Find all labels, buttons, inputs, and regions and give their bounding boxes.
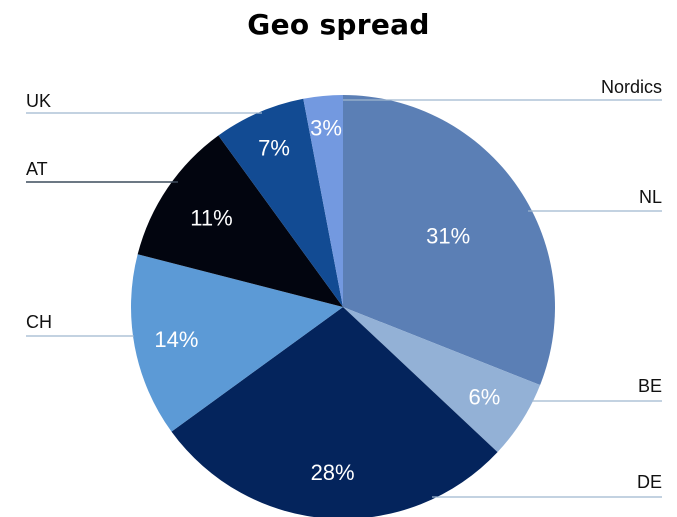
category-label-uk: UK <box>26 91 51 111</box>
percent-labels: 31% 6% 28% 14% 11% 7% 3% <box>154 116 500 485</box>
percent-label-uk: 7% <box>258 136 290 161</box>
percent-label-at: 11% <box>190 206 232 231</box>
percent-label-ch: 14% <box>154 327 198 352</box>
pie-slice-at <box>137 135 343 307</box>
pie-slice-be <box>343 307 541 453</box>
chart-title: Geo spread <box>247 8 430 41</box>
pie-slice-ch <box>131 254 343 432</box>
percent-label-de: 28% <box>311 460 355 485</box>
percent-label-be: 6% <box>469 385 501 410</box>
pie-slices <box>131 95 555 517</box>
category-label-nl: NL <box>639 187 662 207</box>
category-label-at: AT <box>26 159 48 179</box>
category-label-be: BE <box>638 376 662 396</box>
category-labels: NL BE DE CH AT UK Nordics <box>26 77 662 492</box>
pie-slice-de <box>171 307 498 517</box>
pie-slice-nl <box>343 95 555 386</box>
pie-slice-uk <box>218 98 343 307</box>
leader-lines <box>26 99 662 498</box>
pie-slice-nordics <box>303 95 343 307</box>
category-label-nordics: Nordics <box>601 77 662 97</box>
category-label-de: DE <box>637 472 662 492</box>
category-label-ch: CH <box>26 312 52 332</box>
percent-label-nl: 31% <box>426 224 470 249</box>
percent-label-nordics: 3% <box>310 116 342 141</box>
